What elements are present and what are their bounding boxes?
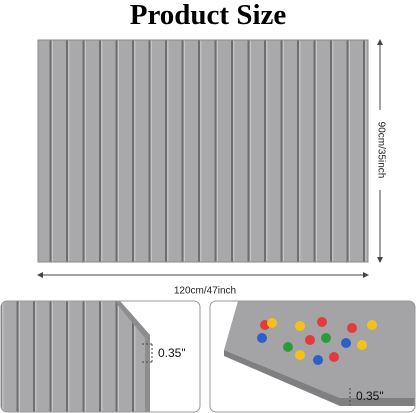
thickness-label: 0.35": [158, 346, 186, 360]
label-bg: [160, 283, 250, 297]
edge-detail: 0.35": [0, 300, 201, 413]
width-label: 120cm/47inch: [174, 286, 236, 297]
height-label: 90cm/35inch: [375, 122, 386, 179]
title: Product Size: [130, 0, 287, 31]
label-bg: [374, 110, 388, 190]
felt-board: [37, 39, 369, 263]
thickness-label: 0.35": [356, 389, 384, 403]
pushpin-detail: 0.35": [209, 300, 416, 413]
